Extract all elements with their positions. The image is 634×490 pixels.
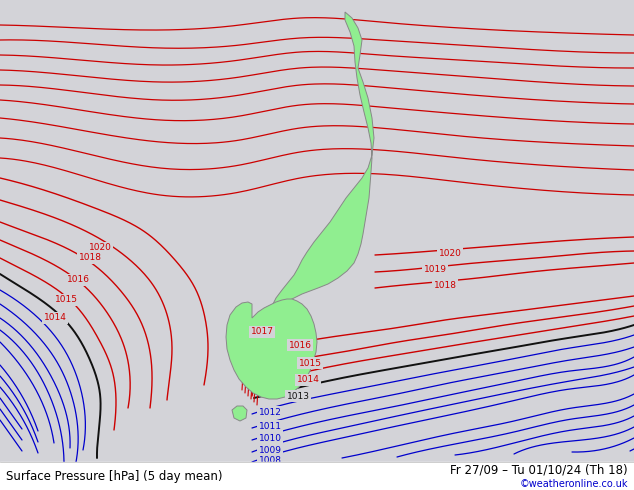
Text: 1015: 1015	[299, 359, 321, 368]
Text: 1020: 1020	[439, 248, 462, 258]
Text: 1016: 1016	[67, 275, 89, 285]
Polygon shape	[226, 299, 317, 399]
Text: Surface Pressure [hPa] (5 day mean): Surface Pressure [hPa] (5 day mean)	[6, 469, 223, 483]
Text: ©weatheronline.co.uk: ©weatheronline.co.uk	[519, 479, 628, 489]
Text: 1010: 1010	[259, 434, 281, 442]
Text: 1013: 1013	[287, 392, 309, 400]
Text: 1008: 1008	[259, 456, 281, 465]
Polygon shape	[232, 406, 247, 421]
Text: 1009: 1009	[259, 445, 281, 455]
Text: 1018: 1018	[434, 280, 456, 290]
Text: 1019: 1019	[424, 266, 446, 274]
Polygon shape	[265, 12, 374, 321]
Text: 1015: 1015	[55, 295, 77, 304]
Text: 1016: 1016	[288, 341, 311, 349]
Text: 1012: 1012	[259, 408, 281, 416]
Text: 1014: 1014	[297, 375, 320, 385]
Text: 1014: 1014	[44, 314, 67, 322]
Text: 1017: 1017	[250, 327, 273, 337]
Text: 1011: 1011	[259, 421, 281, 431]
Text: 1020: 1020	[89, 244, 112, 252]
Text: Fr 27/09 – Tu 01/10/24 (Th 18): Fr 27/09 – Tu 01/10/24 (Th 18)	[450, 464, 628, 476]
Text: 1018: 1018	[79, 253, 101, 263]
Bar	[0, 462, 634, 490]
